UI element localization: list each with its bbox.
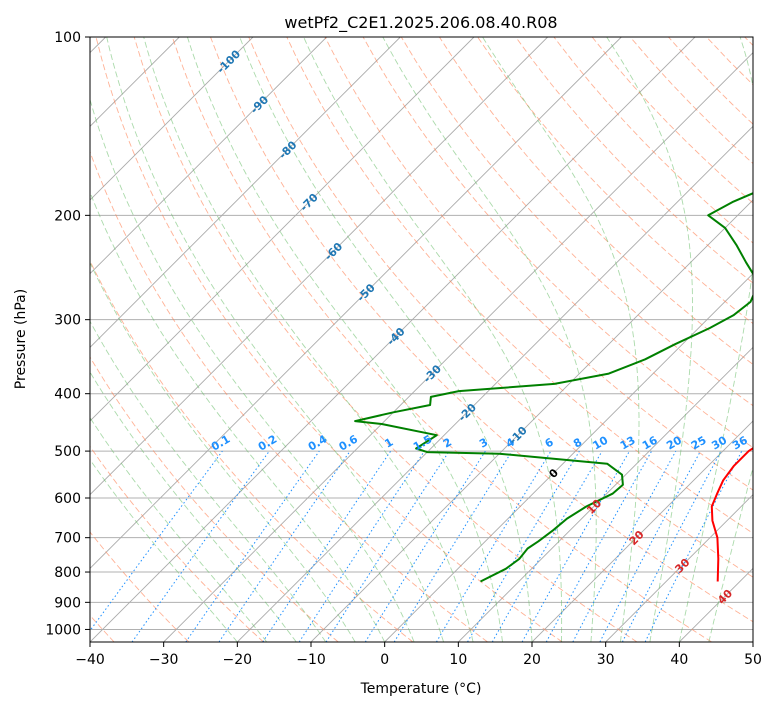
mixing-ratio-line — [545, 450, 653, 642]
chart-title: wetPf2_C2E1.2025.206.08.40.R08 — [284, 13, 557, 33]
isotherm-line — [90, 37, 254, 201]
y-tick-label: 100 — [54, 30, 81, 46]
moist-adiabat-line — [143, 37, 474, 642]
y-tick-label: 500 — [54, 444, 81, 460]
isotherm-line — [237, 125, 753, 642]
dry-adiabat-line — [90, 531, 190, 642]
temperature-profile-line — [710, 446, 753, 582]
mixing-ratio-line — [325, 450, 450, 642]
moist-adiabat-line — [90, 261, 356, 642]
moist-adiabat-line — [90, 416, 268, 642]
plot-frame — [89, 36, 754, 643]
moist-adiabat-line — [482, 37, 640, 642]
x-tick-label: 0 — [380, 652, 389, 668]
dry-adiabat-line — [90, 445, 264, 642]
y-tick-label: 200 — [54, 208, 81, 224]
y-tick-label: 600 — [54, 491, 81, 507]
isotherm-line — [605, 494, 753, 642]
isotherm-line — [90, 37, 696, 642]
dry-adiabat-line — [515, 37, 753, 284]
dry-adiabat-line — [90, 259, 414, 642]
dry-adiabat-line — [133, 37, 638, 642]
mixing-ratio-line — [262, 450, 392, 642]
mixing-ratio-line — [298, 450, 425, 642]
isotherm-line — [90, 37, 622, 569]
isotherm-line — [90, 37, 548, 496]
x-axis-title: Temperature (°C) — [360, 681, 482, 697]
isotherm-line — [163, 52, 753, 642]
isotherm-line — [90, 37, 401, 348]
y-tick-label: 300 — [54, 313, 81, 329]
mixing-ratio-line — [185, 450, 320, 642]
mixing-ratio-line — [218, 450, 351, 642]
dry-adiabat-line — [210, 37, 753, 623]
y-tick-label: 900 — [54, 595, 81, 611]
x-tick-label: −30 — [149, 652, 179, 668]
dry-adiabat-line — [90, 356, 339, 642]
y-tick-label: 1000 — [45, 622, 81, 638]
dry-adiabat-line — [90, 150, 488, 642]
mixing-ratio-line — [521, 450, 630, 642]
dewpoint-profile-line — [354, 192, 753, 583]
isotherm-line — [90, 37, 475, 422]
dry-adiabat-line — [95, 37, 563, 642]
mixing-ratio-line — [572, 450, 677, 642]
mixing-ratio-line — [90, 450, 223, 632]
mixing-ratio-line — [393, 450, 513, 642]
mixing-ratio-line — [131, 450, 270, 642]
moist-adiabat-line — [90, 371, 297, 642]
x-tick-label: −40 — [75, 652, 105, 668]
y-tick-label: 400 — [54, 387, 81, 403]
x-tick-label: 30 — [597, 652, 615, 668]
y-tick-label: 700 — [54, 531, 81, 547]
moist-adiabat-line — [90, 458, 238, 642]
x-tick-label: −10 — [296, 652, 326, 668]
dry-adiabat-line — [286, 37, 753, 534]
mixing-ratio-line — [644, 450, 743, 642]
isotherm-line — [458, 346, 753, 642]
x-tick-label: −20 — [223, 652, 253, 668]
moist-adiabat-line — [90, 97, 415, 642]
x-tick-label: 50 — [744, 652, 762, 668]
moist-adiabat-line — [90, 191, 386, 642]
isotherm-line — [531, 420, 753, 642]
y-tick-label: 800 — [54, 565, 81, 581]
moist-adiabat-line — [106, 37, 445, 642]
y-axis-title: Pressure (hPa) — [13, 289, 29, 389]
moist-adiabat-line — [239, 37, 533, 642]
moist-adiabat-line — [382, 37, 597, 642]
dry-adiabat-line — [171, 37, 712, 642]
dry-adiabat-line — [400, 37, 753, 407]
dry-adiabat-line — [439, 37, 753, 365]
x-tick-label: 40 — [670, 652, 688, 668]
moist-adiabat-line — [303, 37, 563, 642]
isotherm-line — [90, 37, 327, 275]
x-tick-label: 10 — [449, 652, 467, 668]
moist-adiabat-line — [606, 37, 693, 642]
x-tick-label: 20 — [523, 652, 541, 668]
moist-adiabat-line — [186, 37, 503, 642]
moist-adiabat-line — [678, 37, 753, 642]
dry-adiabat-line — [248, 37, 753, 578]
